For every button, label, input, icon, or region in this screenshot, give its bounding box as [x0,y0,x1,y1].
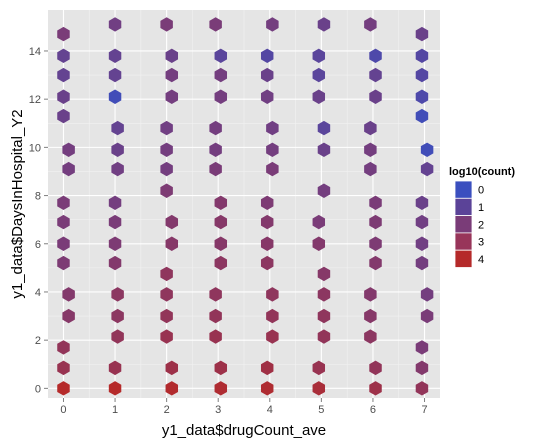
legend-label: 0 [478,185,484,197]
y-tick-label: 14 [29,46,41,58]
x-tick-label: 1 [112,404,118,416]
legend-label: 3 [478,237,484,249]
x-axis-title: y1_data$drugCount_ave [162,422,326,439]
y-tick-label: 12 [29,94,41,106]
y-tick-label: 4 [35,287,41,299]
y-tick-label: 10 [29,142,41,154]
x-tick-label: 6 [370,404,376,416]
x-tick-label: 5 [318,404,324,416]
y-axis-title: y1_data$DaysInHospital_Y2 [9,109,26,298]
x-tick-label: 2 [164,404,170,416]
x-tick-label: 7 [421,404,427,416]
legend-title: log10(count) [449,166,515,178]
y-axis-ticks: 0 2 4 6 8 10 12 14 [29,46,48,395]
y-tick-label: 0 [35,383,41,395]
x-tick-label: 4 [267,404,273,416]
legend-label: 4 [478,254,484,266]
legend-key [455,250,472,267]
legend-label: 1 [478,202,484,214]
legend-key [455,181,472,198]
legend-key [455,233,472,250]
legend-key [455,198,472,215]
x-tick-label: 3 [215,404,221,416]
legend-label: 2 [478,219,484,231]
legend-key [455,216,472,233]
y-tick-label: 8 [35,191,41,203]
legend: log10(count) 0 1 2 3 4 [449,166,515,268]
y-tick-label: 6 [35,239,41,251]
x-tick-label: 0 [60,404,66,416]
y-tick-label: 2 [35,335,41,347]
x-axis-ticks: 0 1 2 3 4 5 6 7 [60,398,427,416]
